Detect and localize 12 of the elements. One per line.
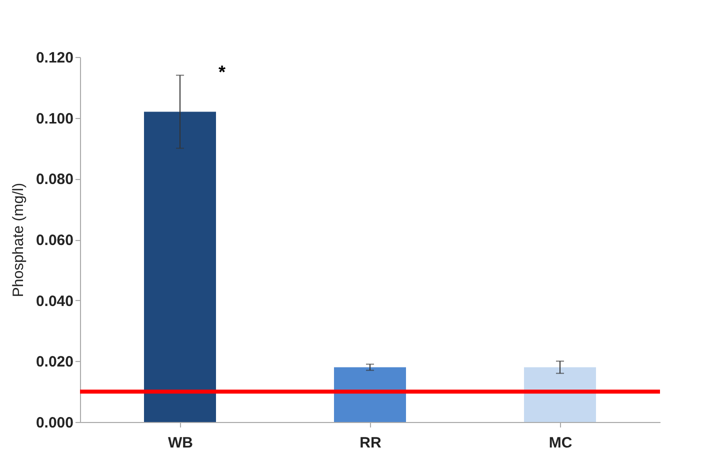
x-tick-label: RR (360, 434, 382, 452)
y-tick-label: 0.100 (36, 110, 74, 128)
y-tick-label: 0.000 (36, 414, 74, 432)
y-axis-title: Phosphate (mg/l) (10, 182, 27, 298)
y-tick-label: 0.120 (36, 50, 74, 66)
annotation: * (218, 62, 226, 82)
y-tick-label: 0.020 (36, 354, 74, 371)
y-tick-label: 0.040 (36, 292, 74, 310)
y-tick-label: 0.060 (36, 232, 74, 249)
x-tick-label: MC (548, 434, 572, 452)
y-tick-label: 0.080 (36, 171, 74, 188)
x-tick-label: WB (168, 434, 194, 452)
